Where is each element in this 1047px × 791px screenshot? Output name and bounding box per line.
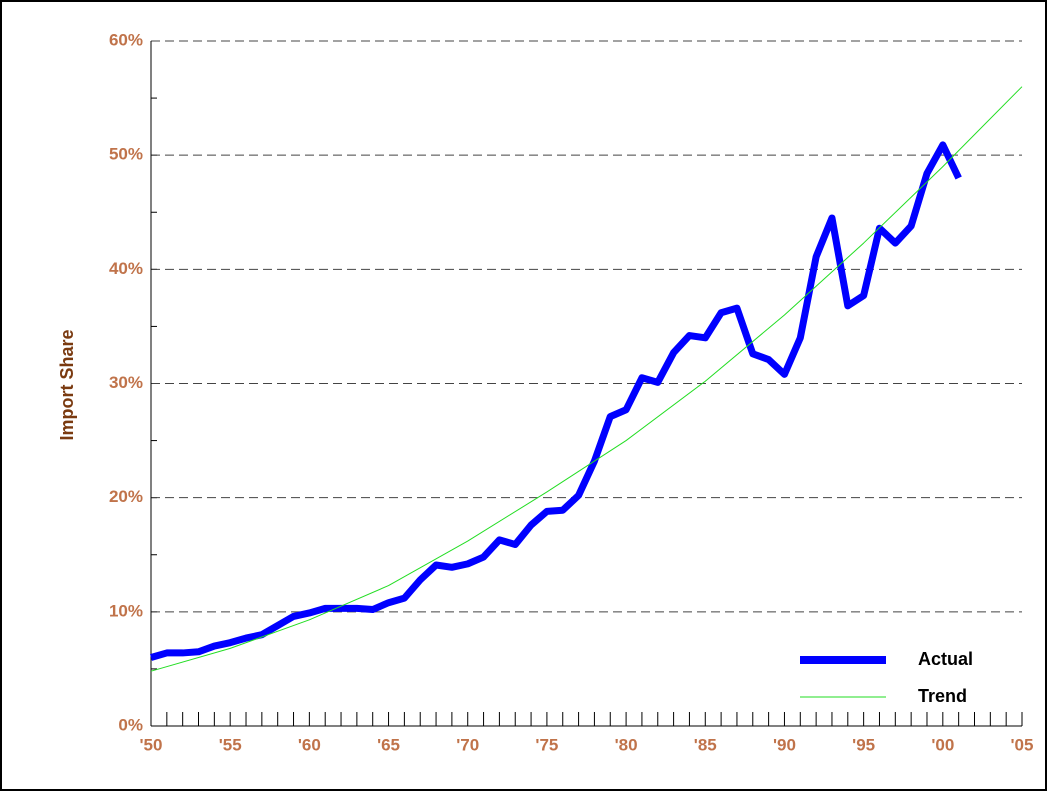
legend-label: Trend	[918, 686, 967, 706]
x-tick-label: '85	[694, 735, 717, 754]
x-tick-label: '50	[140, 735, 163, 754]
x-tick-label: '55	[219, 735, 242, 754]
series-line	[150, 86, 1023, 672]
x-tick-label: '65	[377, 735, 400, 754]
legend-label: Actual	[918, 649, 973, 669]
y-axis-label: Import Share	[57, 329, 77, 440]
x-tick-label: '90	[773, 735, 796, 754]
x-tick-label: '95	[852, 735, 875, 754]
x-tick-label: '70	[456, 735, 479, 754]
y-tick-label: 0%	[118, 715, 143, 734]
x-tick-label: '05	[1011, 735, 1034, 754]
x-tick-label: '75	[535, 735, 558, 754]
x-tick-label: '60	[298, 735, 321, 754]
y-tick-label: 50%	[109, 145, 143, 164]
x-tick-label: '00	[931, 735, 954, 754]
x-tick-label: '80	[615, 735, 638, 754]
series-line	[150, 141, 962, 661]
y-tick-label: 40%	[109, 259, 143, 278]
y-tick-label: 20%	[109, 487, 143, 506]
y-tick-label: 60%	[109, 30, 143, 49]
y-tick-label: 30%	[109, 373, 143, 392]
y-tick-label: 10%	[109, 601, 143, 620]
